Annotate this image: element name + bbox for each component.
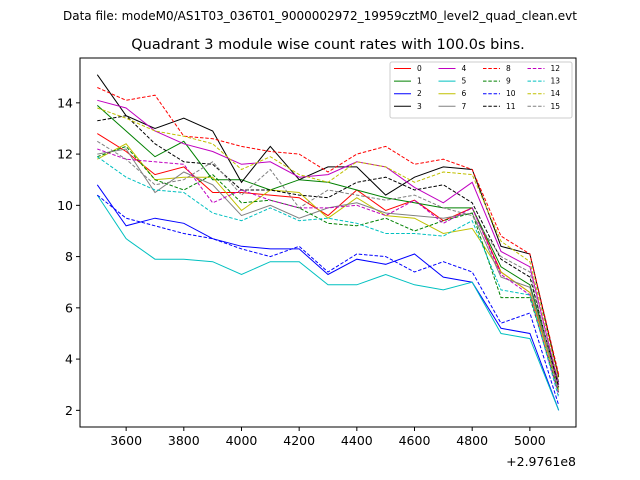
y-tick-label: 6 [65,300,73,315]
x-axis-offset-label: +2.9761e8 [506,454,576,469]
legend-label-4: 4 [462,64,467,73]
series-line-12 [97,148,560,396]
legend-label-3: 3 [417,102,422,111]
legend-label-13: 13 [551,77,561,86]
legend-label-6: 6 [462,89,467,98]
series-line-8 [97,87,560,375]
y-tick-label: 12 [57,147,73,162]
y-tick-label: 8 [65,249,73,264]
series-line-2 [96,184,560,411]
series-lines [96,74,560,411]
y-axis: 2 4 6 8 10 12 14 [57,95,80,418]
chart-suptitle: Data file: modeM0/AS1T03_036T01_90000029… [63,9,577,23]
series-line-3 [96,74,560,378]
legend-label-14: 14 [551,89,561,98]
series-line-11 [97,115,560,388]
y-tick-label: 14 [57,95,73,110]
x-tick-label: 5000 [514,433,546,448]
series-line-7 [97,148,560,388]
legend-label-11: 11 [506,102,516,111]
legend-label-2: 2 [417,89,422,98]
legend-label-12: 12 [551,64,561,73]
y-tick-label: 10 [57,198,73,213]
x-tick-label: 3600 [110,433,142,448]
series-line-6 [97,143,560,390]
legend-label-0: 0 [417,64,422,73]
x-tick-label: 4200 [283,433,315,448]
legend-label-5: 5 [462,77,467,86]
x-tick-label: 4600 [399,433,431,448]
series-line-14 [97,107,560,380]
legend-label-15: 15 [551,102,561,111]
series-line-10 [96,194,560,406]
legend-label-10: 10 [506,89,516,98]
x-tick-label: 4800 [456,433,488,448]
x-axis: 3600 3800 4000 4200 4400 4600 4800 5000 [110,427,546,448]
series-line-4 [97,99,560,385]
series-line-1 [96,105,560,383]
y-tick-label: 2 [65,403,73,418]
series-line-9 [97,145,560,393]
legend-box [389,61,573,119]
x-tick-label: 3800 [168,433,200,448]
x-tick-label: 4400 [341,433,373,448]
legend-label-9: 9 [506,77,511,86]
y-tick-label: 4 [65,352,73,367]
series-line-15 [97,140,560,393]
x-tick-label: 4000 [226,433,258,448]
plot-frame [79,57,577,428]
legend-label-7: 7 [462,102,467,111]
series-line-13 [97,156,560,398]
legend-label-8: 8 [506,64,511,73]
legend-label-1: 1 [417,77,422,86]
series-line-5 [96,194,560,411]
chart-title: Quadrant 3 module wise count rates with … [131,37,525,53]
